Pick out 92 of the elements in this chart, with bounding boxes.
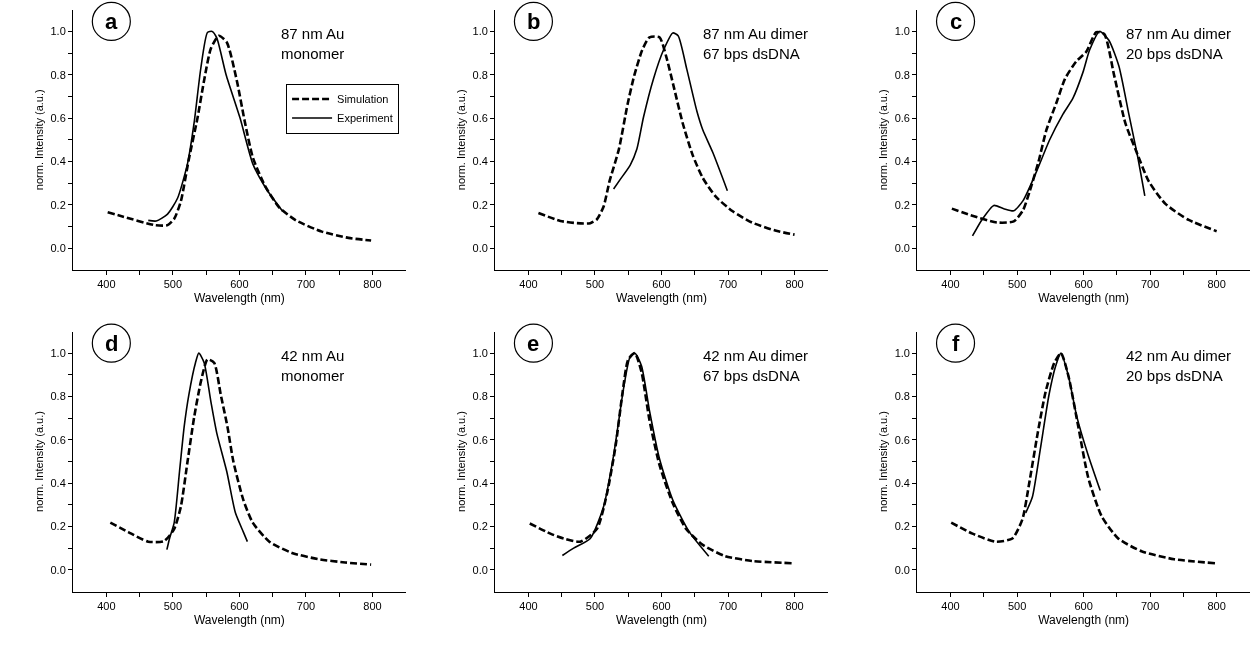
annotation: 42 nm Au monomer [281,347,345,384]
y-tick-label: 0.6 [894,433,910,446]
x-tick-label: 400 [519,278,538,291]
y-tick-label: 0.2 [472,198,488,211]
y-tick-label: 0.4 [50,155,66,168]
y-tick-label: 0.2 [894,198,910,211]
x-tick-label: 600 [652,599,671,612]
x-axis-title: Wavelength (nm) [616,290,707,305]
annotation: 42 nm Au dimer 67 bps dsDNA [703,347,809,384]
y-tick-label: 1.0 [894,25,910,38]
chart-title: c [950,9,963,34]
y-tick-label: 0.0 [50,241,66,254]
y-axis-title: norm. Intensity (a.u.) [877,89,890,191]
x-tick-label: 700 [718,278,738,291]
chart-title: e [527,331,540,356]
x-tick-label: 500 [1007,599,1027,612]
x-axis-title: Wavelength (nm) [1038,612,1130,627]
x-tick-label: 600 [1074,278,1093,291]
x-tick-label: 800 [1207,599,1226,612]
y-tick-label: 1.0 [472,347,488,360]
y-tick-label: 1.0 [472,25,488,38]
y-tick-label: 0.8 [50,68,66,81]
x-tick-label: 500 [163,278,183,291]
y-tick-label: 1.0 [50,347,66,360]
y-tick-label: 0.2 [50,520,66,533]
x-tick-label: 800 [363,599,382,612]
annotation: 42 nm Au dimer 20 bps dsDNA [1126,347,1232,384]
legend-label: Simulation [337,93,389,106]
y-tick-label: 0.0 [472,563,488,576]
x-tick-label: 700 [1140,278,1160,291]
x-tick-label: 400 [97,278,116,291]
y-tick-label: 0.4 [894,155,910,168]
y-axis-title: norm. Intensity (a.u.) [455,89,468,191]
y-tick-label: 0.8 [472,68,488,81]
y-tick-label: 0.6 [472,433,488,446]
y-tick-label: 0.8 [894,68,910,81]
chart-title: d [105,331,119,356]
x-tick-label: 400 [941,599,960,612]
x-axis-title: Wavelength (nm) [193,290,285,305]
annotation: 87 nm Au monomer [281,25,345,62]
x-tick-label: 700 [718,599,738,612]
x-axis-title: Wavelength (nm) [1038,290,1130,305]
x-tick-label: 500 [1007,278,1027,291]
x-tick-label: 600 [652,278,671,291]
legend-label: Experiment [337,112,393,125]
x-tick-label: 700 [296,278,316,291]
x-tick-label: 400 [941,278,960,291]
y-tick-label: 0.6 [894,111,910,124]
y-tick-label: 0.8 [50,390,66,403]
x-tick-label: 800 [1207,278,1226,291]
x-axis-title: Wavelength (nm) [616,612,707,627]
x-tick-label: 800 [363,278,382,291]
y-axis-title: norm. Intensity (a.u.) [33,89,46,191]
y-tick-label: 0.4 [472,155,488,168]
x-tick-label: 600 [230,599,249,612]
y-tick-label: 1.0 [50,25,66,38]
y-tick-label: 0.4 [894,477,910,490]
y-tick-label: 0.0 [472,241,488,254]
x-tick-label: 700 [296,599,316,612]
x-tick-label: 500 [163,599,183,612]
y-tick-label: 0.8 [472,390,488,403]
y-tick-label: 0.6 [50,111,66,124]
y-axis-title: norm. Intensity (a.u.) [33,411,46,512]
y-tick-label: 1.0 [894,347,910,360]
y-tick-label: 0.0 [894,563,910,576]
y-tick-label: 0.4 [472,477,488,490]
chart-title: a [105,9,118,34]
y-tick-label: 0.6 [50,433,66,446]
x-tick-label: 700 [1140,599,1160,612]
y-tick-label: 0.2 [894,520,910,533]
y-tick-label: 0.4 [50,477,66,490]
chart-title: b [527,9,541,34]
y-tick-label: 0.2 [50,198,66,211]
x-tick-label: 800 [785,278,804,291]
y-tick-label: 0.0 [894,241,910,254]
y-tick-label: 0.0 [50,563,66,576]
y-tick-label: 0.6 [472,111,488,124]
chart-title: f [952,331,960,356]
x-tick-label: 500 [585,599,605,612]
y-axis-title: norm. Intensity (a.u.) [877,411,890,512]
x-axis-title: Wavelength (nm) [193,612,285,627]
x-tick-label: 400 [97,599,116,612]
x-tick-label: 600 [230,278,249,291]
x-tick-label: 800 [785,599,804,612]
x-tick-label: 500 [585,278,605,291]
y-axis-title: norm. Intensity (a.u.) [455,411,468,512]
y-tick-label: 0.8 [894,390,910,403]
x-tick-label: 400 [519,599,538,612]
x-tick-label: 600 [1074,599,1093,612]
y-tick-label: 0.2 [472,520,488,533]
annotation: 87 nm Au dimer 67 bps dsDNA [703,25,809,62]
annotation: 87 nm Au dimer 20 bps dsDNA [1126,25,1232,62]
